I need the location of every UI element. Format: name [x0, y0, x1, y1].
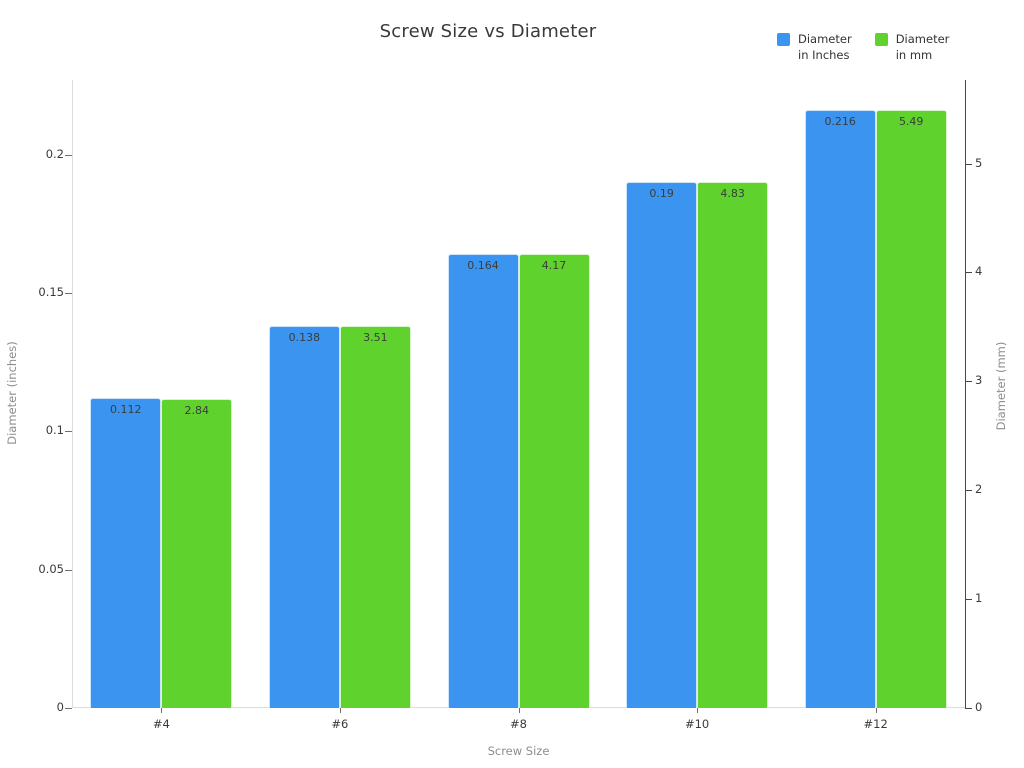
bar: 4.17: [518, 253, 590, 708]
legend-swatch-inches-icon: [777, 33, 790, 46]
y-tick-label-right: 5: [975, 155, 983, 170]
x-tick-mark: [518, 708, 520, 713]
bar: 0.138: [268, 326, 340, 708]
bar-value-label: 3.51: [363, 330, 388, 344]
x-tick-label: #10: [684, 717, 710, 731]
x-tick-mark: [339, 708, 341, 713]
y-tick-label-right: 1: [975, 591, 983, 606]
y-tick-label-left: 0: [56, 700, 64, 714]
legend-swatch-mm-icon: [874, 33, 888, 46]
legend-label-line: Diameter: [895, 32, 950, 46]
y-tick-label-right: 4: [975, 264, 983, 279]
y-tick-mark-left: [65, 431, 72, 433]
bar: 0.19: [626, 182, 698, 708]
y-axis-right-line: [965, 80, 966, 708]
x-tick-label: #6: [331, 717, 349, 731]
y-tick-mark-right: [965, 381, 972, 383]
bar-group: 0.164 4.17: [447, 253, 590, 708]
y-tick-mark-left: [65, 569, 72, 571]
y-tick-label-left: 0.05: [38, 561, 64, 576]
legend-label-mm: Diameter in mm: [896, 31, 950, 63]
y-tick-label-right: 3: [975, 373, 983, 388]
bar-group: 0.19 4.83: [626, 182, 769, 708]
y-tick-label-right: 0: [975, 700, 983, 714]
legend-label-line: in Inches: [798, 48, 850, 62]
x-tick-mark: [697, 708, 699, 713]
y-tick-mark-left: [65, 708, 72, 709]
bar: 4.83: [697, 182, 769, 708]
chart-title: Screw Size vs Diameter: [379, 21, 597, 42]
y-axis-right-title: Diameter (mm): [994, 341, 1008, 431]
y-tick-label-left: 0.1: [45, 423, 64, 438]
bar: 5.49: [875, 110, 947, 708]
bar-value-label: 0.112: [110, 403, 142, 417]
y-tick-mark-right: [965, 490, 972, 492]
bar: 2.84: [161, 398, 233, 708]
bar-value-label: 2.84: [184, 403, 210, 417]
y-tick-label-left: 0.15: [38, 285, 64, 300]
bar: 0.112: [90, 398, 162, 708]
y-tick-label-left: 0.2: [45, 146, 64, 161]
x-tick-mark: [875, 708, 877, 713]
x-tick-label: #4: [152, 717, 170, 731]
legend-label-line: Diameter: [798, 32, 852, 46]
legend-item-mm: Diameter in mm: [874, 31, 950, 63]
legend-label-line: in mm: [895, 48, 933, 62]
bar-value-label: 0.138: [288, 331, 321, 345]
y-tick-mark-right: [965, 163, 972, 165]
bar-group: 0.112 2.84: [90, 398, 233, 708]
bar: 0.164: [447, 254, 519, 708]
bar: 3.51: [339, 325, 411, 708]
bar-value-label: 0.19: [649, 187, 674, 201]
legend-item-inches: Diameter in Inches: [777, 31, 852, 63]
x-tick-label: #12: [863, 717, 888, 731]
bar-value-label: 4.83: [720, 187, 745, 200]
y-tick-mark-right: [965, 708, 972, 709]
y-tick-label-right: 2: [975, 482, 983, 497]
x-tick-mark: [161, 708, 163, 713]
plot-area: 0 0.05 0.1 0.15 0.2 0 1 2 3 4 5 #4 0.112 2.84 #6 0.138 3…: [38, 80, 982, 731]
bar-value-label: 5.49: [898, 115, 924, 129]
y-tick-mark-right: [965, 272, 972, 274]
bar-value-label: 0.164: [467, 259, 499, 273]
x-tick-label: #8: [510, 717, 527, 731]
bar-value-label: 0.216: [824, 115, 856, 129]
y-axis-left-title: Diameter (inches): [5, 341, 19, 445]
y-tick-mark-right: [965, 599, 972, 601]
y-tick-mark-left: [65, 293, 72, 295]
bar-value-label: 4.17: [541, 258, 567, 272]
bar: 0.216: [804, 110, 876, 708]
legend: Diameter in Inches Diameter in mm: [777, 31, 949, 63]
legend-label-inches: Diameter in Inches: [798, 31, 852, 63]
y-axis-left-line: [72, 80, 73, 708]
x-axis-title: Screw Size: [487, 744, 550, 758]
bar-group: 0.138 3.51: [268, 325, 411, 708]
bar-group: 0.216 5.49: [804, 110, 947, 708]
y-tick-mark-left: [65, 154, 72, 156]
